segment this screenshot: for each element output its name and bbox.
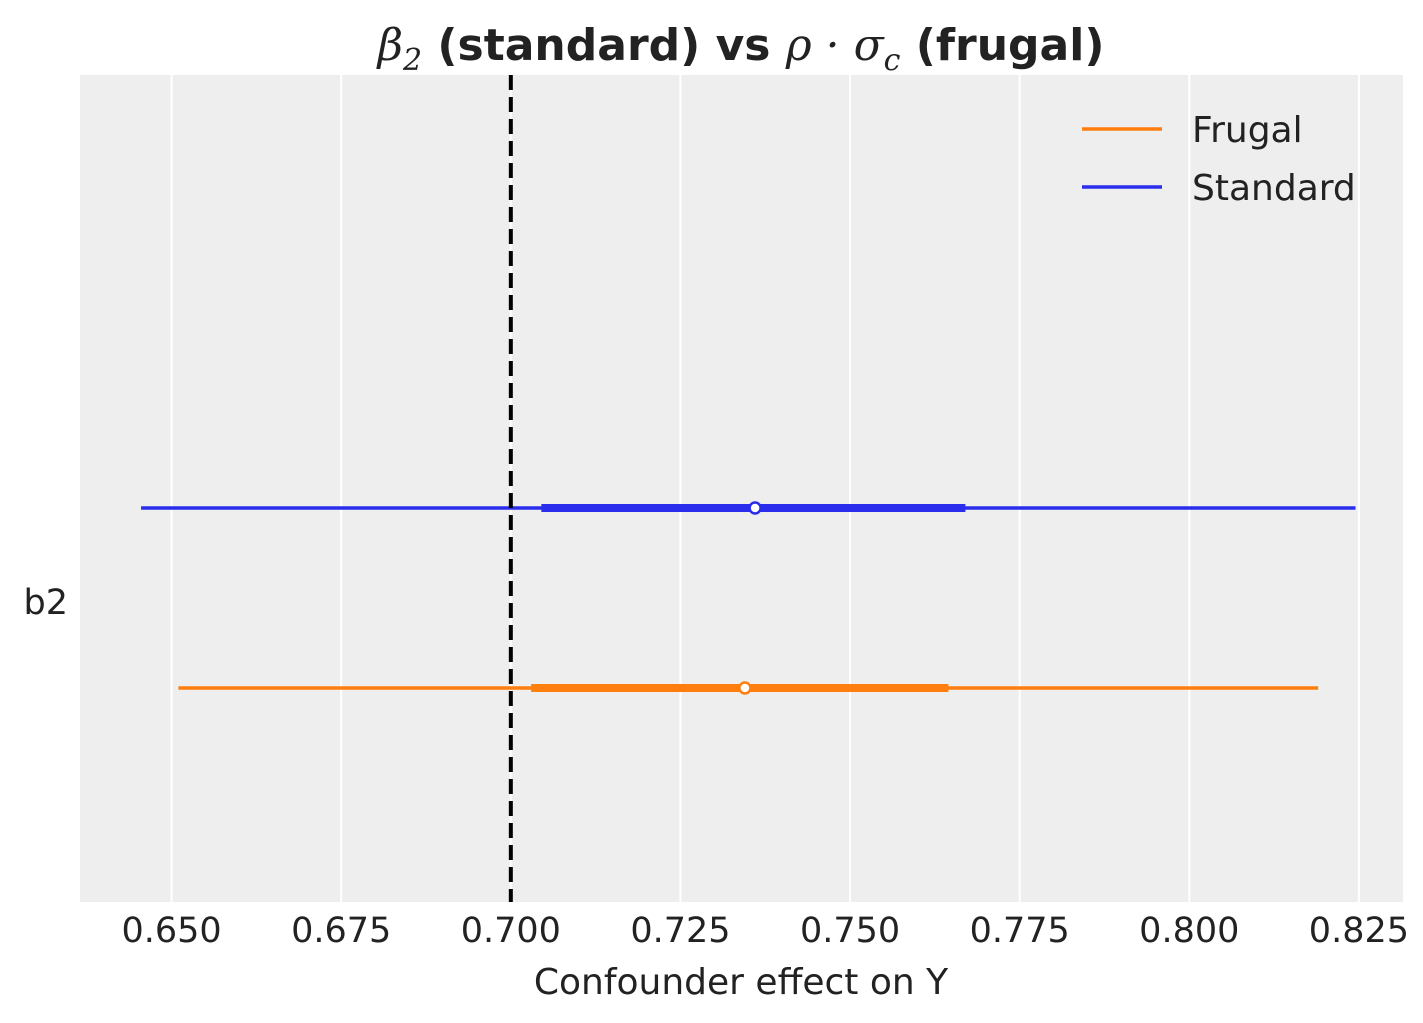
x-tick-label: 0.700 — [461, 911, 561, 951]
plot-background — [80, 75, 1403, 902]
title-part-2: (standard) vs — [422, 20, 786, 71]
title-part-3: ρ · σ — [785, 20, 886, 71]
title-part-0: β — [376, 20, 403, 71]
x-tick-label: 0.775 — [970, 911, 1070, 951]
credible-intervals — [141, 501, 1356, 695]
parameter-label-b2: b2 — [24, 583, 69, 623]
chart-title: β2 (standard) vs ρ · σc (frugal) — [376, 20, 1105, 78]
title-part-4: c — [884, 43, 901, 78]
legend-label-frugal: Frugal — [1192, 110, 1303, 151]
standard-point-estimate — [748, 501, 762, 515]
title-part-5: (frugal) — [900, 20, 1104, 71]
x-tick-labels: 0.650 0.675 0.700 0.725 0.750 0.775 0.800 0.825 — [121, 911, 1409, 951]
x-tick-label: 0.675 — [291, 911, 391, 951]
x-tick-label: 0.650 — [121, 911, 221, 951]
x-tick-label: 0.750 — [800, 911, 900, 951]
x-tick-label: 0.725 — [630, 911, 730, 951]
x-tick-label: 0.825 — [1309, 911, 1409, 951]
frugal-point-estimate — [738, 681, 752, 695]
title-part-1: 2 — [402, 43, 422, 78]
x-tick-label: 0.800 — [1139, 911, 1239, 951]
legend: Frugal Standard — [1082, 110, 1356, 209]
x-axis-label: Confounder effect on Y — [534, 962, 949, 1003]
legend-label-standard: Standard — [1192, 168, 1356, 209]
